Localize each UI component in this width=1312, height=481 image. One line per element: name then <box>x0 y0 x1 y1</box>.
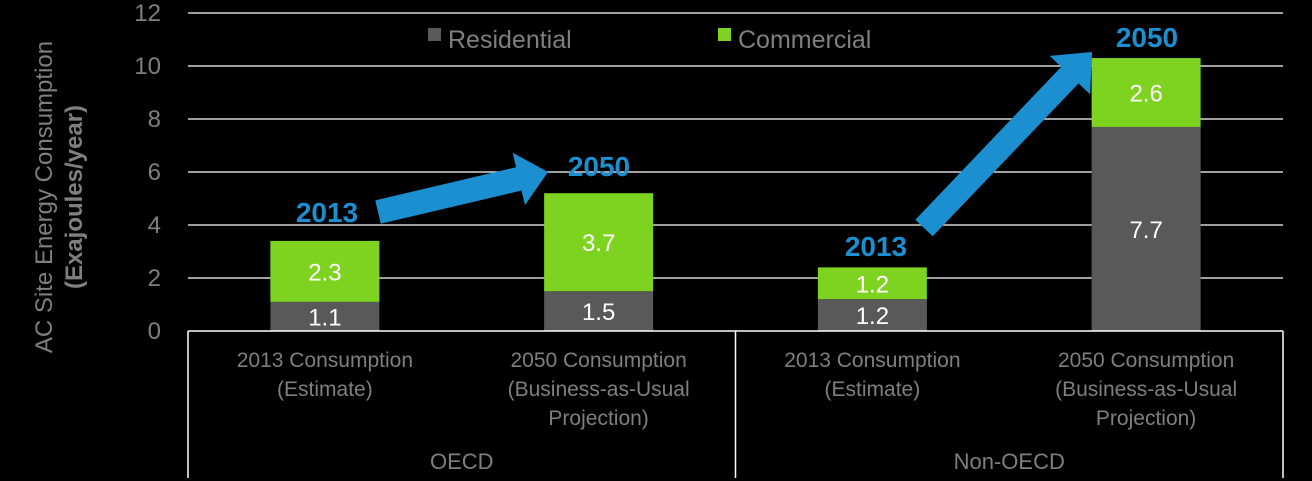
y-axis-title-line2: (Exajoules/year) <box>61 105 88 289</box>
trend-arrow <box>915 52 1092 237</box>
bar-commercial <box>544 193 654 292</box>
y-tick-label: 12 <box>134 0 161 27</box>
bar-residential <box>544 291 654 331</box>
x-category-label: (Business-as-Usual <box>508 378 690 401</box>
bars <box>270 58 1201 331</box>
year-label: 2050 <box>568 151 630 182</box>
data-label-commercial: 2.3 <box>308 259 341 286</box>
x-category-label: Projection) <box>1096 407 1196 430</box>
data-label-commercial: 1.2 <box>856 271 889 298</box>
x-category-label: 2013 Consumption <box>784 349 960 372</box>
bar-residential <box>1091 126 1201 331</box>
bar-residential <box>270 301 380 331</box>
legend-label-residential: Residential <box>448 26 572 54</box>
y-axis-title-line1: AC Site Energy Consumption <box>31 41 58 353</box>
x-category-label: 2050 Consumption <box>510 349 686 372</box>
x-category-label: 2013 Consumption <box>237 349 413 372</box>
bar-commercial <box>270 240 380 302</box>
data-label-residential: 1.1 <box>308 304 341 331</box>
y-tick-label: 10 <box>134 53 161 80</box>
y-tick-label: 4 <box>148 212 161 239</box>
legend-label-commercial: Commercial <box>738 26 871 54</box>
x-group-label: Non-OECD <box>954 449 1065 474</box>
data-label-commercial: 2.6 <box>1129 81 1162 108</box>
data-label-residential: 1.2 <box>856 303 889 330</box>
y-tick-label: 0 <box>148 318 161 345</box>
y-axis-ticks: 0 2 4 6 8 10 12 <box>134 0 161 345</box>
y-tick-label: 2 <box>148 265 161 292</box>
year-labels: 2013 2050 2013 2050 <box>296 22 1178 262</box>
y-axis-title: AC Site Energy Consumption (Exajoules/ye… <box>31 41 88 353</box>
data-label-residential: 1.5 <box>582 299 615 326</box>
legend-swatch-residential <box>428 28 441 41</box>
legend: Residential Commercial <box>428 26 871 54</box>
legend-swatch-commercial <box>718 28 731 41</box>
y-tick-label: 8 <box>148 106 161 133</box>
trend-arrow <box>375 152 548 224</box>
year-label: 2013 <box>296 197 358 228</box>
trend-arrows <box>375 52 1092 237</box>
data-labels: 1.1 2.3 1.5 3.7 1.2 1.2 7.7 2.6 <box>308 81 1163 332</box>
y-tick-label: 6 <box>148 159 161 186</box>
bar-residential <box>817 299 927 331</box>
x-category-label: (Estimate) <box>825 378 921 401</box>
x-group-label: OECD <box>430 449 494 474</box>
data-label-commercial: 3.7 <box>582 230 615 257</box>
x-category-label: Projection) <box>548 407 648 430</box>
x-axis: 2013 Consumption (Estimate) 2050 Consumpti… <box>187 330 1284 478</box>
bar-commercial <box>817 267 927 300</box>
bar-commercial <box>1091 58 1201 127</box>
year-label: 2050 <box>1116 22 1178 53</box>
x-category-label: (Estimate) <box>277 378 373 401</box>
x-category-label: 2050 Consumption <box>1058 349 1234 372</box>
year-label: 2013 <box>845 231 907 262</box>
data-label-residential: 7.7 <box>1129 217 1162 244</box>
x-category-label: (Business-as-Usual <box>1055 378 1237 401</box>
